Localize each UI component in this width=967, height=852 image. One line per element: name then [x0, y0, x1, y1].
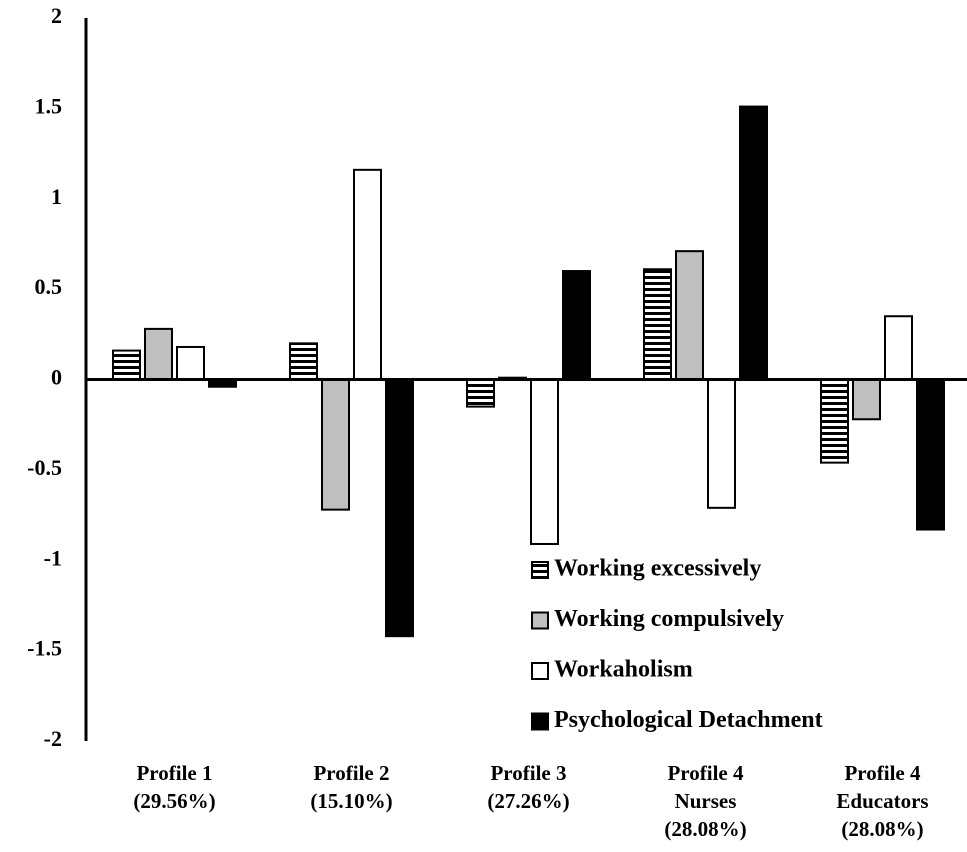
- x-tick-label: Profile 1: [136, 761, 212, 785]
- bar: [144, 327, 173, 381]
- x-tick-label: (29.56%): [133, 789, 215, 813]
- x-tick-label: (15.10%): [310, 789, 392, 813]
- y-tick-label: 1: [51, 184, 62, 209]
- x-tick-label: (28.08%): [664, 817, 746, 841]
- bar: [643, 268, 672, 381]
- legend-marker: [531, 712, 549, 731]
- bar: [820, 378, 849, 464]
- x-tick-label: Profile 4: [667, 761, 744, 785]
- y-tick-label: -2: [44, 726, 62, 751]
- y-tick-label: -1.5: [27, 636, 62, 661]
- bar: [176, 345, 205, 381]
- bar: [321, 378, 350, 511]
- y-tick-label: -0.5: [27, 455, 62, 480]
- legend-marker: [531, 662, 549, 680]
- x-tick-label: Educators: [836, 789, 928, 813]
- y-tick-label: 1.5: [35, 93, 63, 118]
- bar: [385, 378, 414, 638]
- bar: [916, 378, 945, 531]
- bar: [852, 378, 881, 421]
- bar: [562, 270, 591, 381]
- legend-label: Psychological Detachment: [554, 707, 823, 733]
- legend-marker: [531, 561, 549, 579]
- x-tick-label: (28.08%): [841, 817, 923, 841]
- bar: [466, 378, 495, 408]
- bar: [739, 105, 768, 381]
- y-tick-label: 2: [51, 3, 62, 28]
- x-tick-label: Profile 2: [313, 761, 389, 785]
- y-tick-label: 0: [51, 365, 62, 390]
- y-tick-label: -1: [44, 545, 62, 570]
- y-tick-label: 0.5: [35, 274, 63, 299]
- bar: [353, 168, 382, 381]
- legend-label: Working excessively: [554, 556, 761, 582]
- bar: [530, 378, 559, 545]
- x-tick-label: (27.26%): [487, 789, 569, 813]
- bar: [112, 349, 141, 381]
- bar: [884, 315, 913, 381]
- x-tick-label: Profile 4: [844, 761, 921, 785]
- x-tick-label: Profile 3: [490, 761, 566, 785]
- bar: [675, 250, 704, 381]
- legend-label: Workaholism: [554, 657, 693, 683]
- x-tick-label: Nurses: [675, 789, 737, 813]
- bar: [289, 342, 318, 381]
- legend-label: Working compulsively: [554, 606, 784, 632]
- bar: [707, 378, 736, 509]
- legend-marker: [531, 611, 549, 630]
